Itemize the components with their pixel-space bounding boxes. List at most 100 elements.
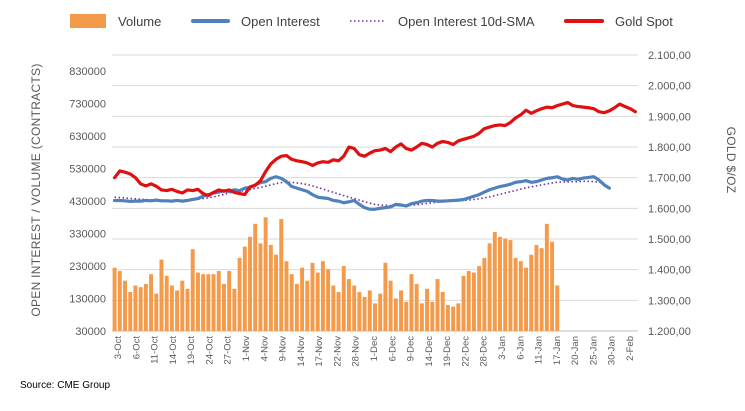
legend-label-open-interest: Open Interest [241,14,320,29]
volume-bar [482,257,487,331]
x-tick-label: 30-Jan [607,336,618,365]
volume-bar [373,303,377,331]
volume-bar [274,254,279,331]
volume-bar [123,280,127,331]
y-right-ticks: 1.200,00 1.300,00 1.400,00 1.500,00 1.600,00… [648,50,691,338]
volume-bar [529,254,534,331]
x-tick-label: 1-Dec [369,336,380,362]
volume-bar [232,288,237,331]
y-left-tick-label: 430000 [69,196,106,208]
x-tick-label: 28-Nov [351,336,362,367]
volume-bar [425,288,430,331]
volume-bar [498,236,502,331]
volume-bar [164,275,169,331]
volume-bar [466,270,471,331]
x-tick-label: 1-Nov [241,336,252,362]
volume-bar [534,244,539,331]
y-right-tick-label: 2.000,00 [648,81,691,93]
volume-bar [159,259,164,331]
oi-sma-line [114,180,605,207]
volume-bar [471,272,476,331]
volume-bar [362,296,367,331]
volume-bar [284,261,289,331]
volume-bar [503,238,508,331]
volume-bar [409,274,414,331]
volume-bar [555,285,560,331]
volume-bar [456,303,461,331]
volume-bar [346,279,351,331]
legend-swatch-volume [70,14,106,28]
volume-bar [221,283,226,331]
x-tick-label: 17-Nov [314,336,325,367]
volume-bar [289,274,294,331]
volume-bar [128,292,133,331]
volume-bar [518,261,523,331]
volume-bar [248,236,252,331]
volume-bar [367,290,372,331]
volume-bar [211,274,216,331]
x-ticks: 3-Oct 6-Oct 11-Oct 14-Oct 19-Oct 24-Oct 27-Oct… [113,336,636,367]
y-right-tick-label: 1.900,00 [648,111,691,123]
legend-label-volume: Volume [118,14,161,29]
legend-label-oi-sma: Open Interest 10d-SMA [398,14,535,29]
volume-bar [451,306,456,331]
volume-bar [508,240,513,331]
x-tick-label: 24-Oct [204,336,215,365]
y-left-axis-title: OPEN INTEREST / VOLUME (CONTRACTS) [29,63,43,316]
series-lines [113,100,637,211]
x-tick-label: 25-Jan [588,336,599,365]
volume-bar [341,266,346,331]
y-left-tick-label: 230000 [69,261,106,273]
volume-bar [492,231,497,331]
legend-label-gold-spot: Gold Spot [615,14,673,29]
volume-bar [138,287,143,331]
x-tick-label: 6-Jan [515,336,526,360]
volume-bar [237,257,242,331]
x-tick-label: 6-Dec [387,336,398,362]
volume-bar [388,280,393,331]
x-tick-label: 4-Nov [259,336,270,362]
y-right-tick-label: 1.800,00 [648,142,691,154]
volume-bar [331,285,336,331]
x-tick-label: 14-Oct [168,336,179,365]
volume-bar [253,223,258,331]
volume-bar [487,243,492,331]
volume-bar [227,270,232,331]
y-right-tick-label: 1.500,00 [648,234,691,246]
volume-bars [112,217,560,331]
y-left-tick-label: 30000 [75,326,106,338]
volume-bar [117,270,122,331]
volume-bar [352,285,357,331]
source-note: Source: CME Group [20,380,110,391]
volume-bar [477,266,482,331]
x-tick-label: 9-Dec [406,336,417,362]
volume-bar [357,292,362,331]
y-right-tick-label: 2.100,00 [648,50,691,62]
volume-bar [440,292,445,331]
volume-bar [326,269,331,331]
volume-bar [461,275,466,331]
volume-bar [383,262,388,331]
x-tick-label: 3-Jan [497,336,508,360]
x-tick-label: 6-Oct [131,336,142,360]
volume-bar [216,270,221,331]
volume-bar [305,280,310,331]
volume-bar [430,301,435,331]
volume-bar [294,283,299,331]
volume-bar [143,283,148,331]
y-right-tick-label: 1.200,00 [648,326,691,338]
gold-spot-line [113,100,637,198]
y-right-tick-label: 1.700,00 [648,173,691,185]
y-right-tick-label: 1.300,00 [648,295,691,307]
y-left-tick-label: 330000 [69,229,106,241]
volume-bar [320,261,325,331]
volume-bar [445,305,450,331]
volume-bar [263,217,268,331]
volume-bar [185,288,190,331]
volume-bar [393,298,398,331]
volume-bar [180,280,185,331]
volume-bar [242,246,247,331]
volume-bar [195,272,200,331]
